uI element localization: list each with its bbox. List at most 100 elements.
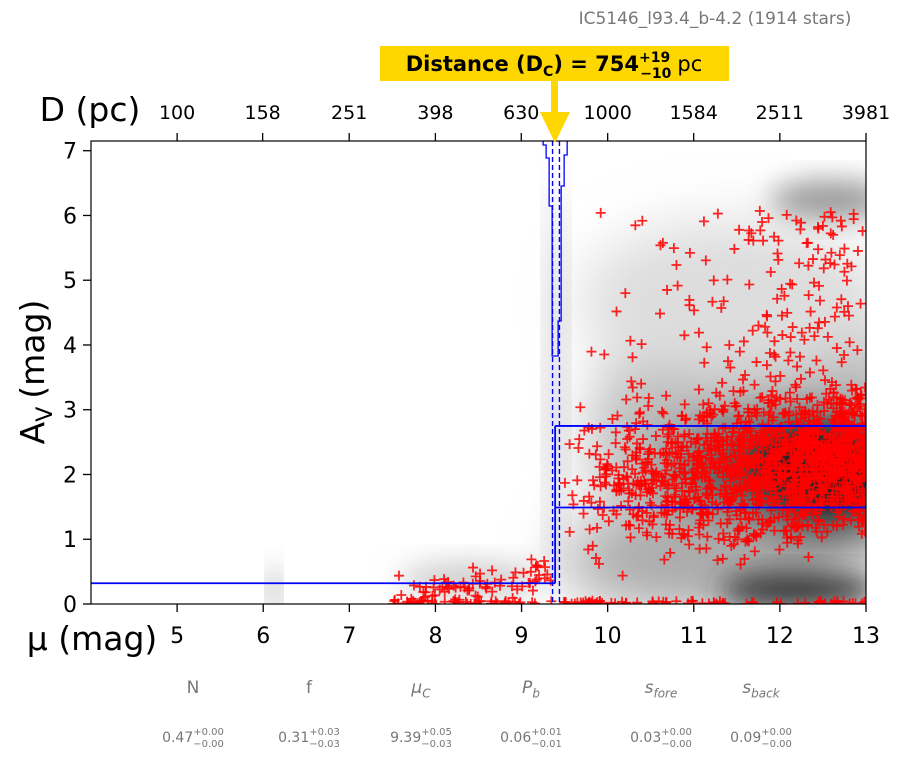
data-point	[818, 365, 829, 376]
data-point	[766, 400, 777, 411]
data-point	[860, 463, 866, 474]
data-point	[796, 327, 807, 338]
data-point	[683, 455, 694, 466]
data-point	[803, 260, 814, 271]
data-point	[836, 406, 847, 417]
data-point	[694, 445, 705, 456]
data-point	[728, 386, 739, 397]
data-point	[779, 290, 790, 301]
data-point	[767, 415, 778, 426]
data-point	[702, 531, 713, 542]
data-point	[574, 434, 585, 445]
data-point	[734, 346, 745, 357]
data-point	[758, 235, 769, 246]
data-point	[408, 580, 419, 591]
data-point	[508, 572, 519, 583]
data-point	[800, 407, 811, 418]
data-point	[831, 343, 842, 354]
data-point	[806, 392, 817, 403]
data-point	[686, 467, 697, 478]
data-point	[771, 488, 782, 499]
data-point	[796, 413, 807, 424]
data-point	[646, 459, 657, 470]
data-point	[817, 443, 828, 454]
data-point	[732, 462, 743, 473]
data-point	[735, 446, 746, 457]
data-point	[820, 375, 831, 386]
data-point	[623, 496, 634, 507]
data-point	[765, 266, 776, 277]
data-point	[773, 467, 784, 478]
data-point	[592, 522, 603, 533]
data-point	[803, 552, 814, 563]
data-point	[743, 234, 754, 245]
data-point	[656, 507, 667, 518]
data-point	[816, 532, 827, 543]
data-point	[760, 321, 771, 332]
data-point	[616, 485, 627, 496]
data-point	[689, 493, 700, 504]
data-point	[811, 355, 822, 366]
data-point	[692, 433, 703, 444]
data-point	[472, 591, 483, 602]
param-name: N	[186, 678, 200, 698]
top-tick-label: 158	[245, 102, 281, 124]
data-point	[671, 483, 682, 494]
data-point	[758, 479, 769, 490]
data-point	[760, 435, 771, 446]
data-point	[584, 491, 595, 502]
data-point	[802, 469, 813, 480]
x-axis-label: μ (mag)	[27, 619, 158, 658]
data-point	[599, 349, 610, 360]
data-point	[769, 525, 780, 536]
data-point	[655, 448, 666, 459]
data-point	[490, 596, 501, 604]
data-point	[855, 393, 866, 404]
data-point	[487, 586, 498, 597]
data-point	[727, 431, 738, 442]
data-point	[860, 382, 866, 393]
data-point	[690, 485, 701, 496]
data-point	[825, 207, 836, 218]
data-point	[572, 475, 583, 486]
x-tick-label: 6	[256, 624, 270, 649]
data-point	[540, 562, 551, 573]
data-point	[794, 258, 805, 269]
data-point	[388, 599, 399, 604]
data-point	[659, 458, 670, 469]
data-point	[661, 465, 672, 476]
data-point	[666, 460, 677, 471]
data-point	[737, 374, 748, 385]
data-point	[757, 519, 767, 530]
data-point	[695, 496, 706, 507]
data-point	[810, 523, 821, 534]
data-point	[637, 515, 648, 526]
data-point	[687, 504, 698, 515]
param-value: 0.47+0.00 −0.00	[162, 727, 224, 750]
data-point	[427, 590, 438, 601]
x-tick-label: 5	[170, 624, 184, 649]
top-tick-label: 2511	[756, 102, 804, 124]
data-point	[726, 438, 737, 449]
param-value: 0.31+0.03 −0.03	[278, 727, 340, 750]
data-point	[782, 514, 793, 525]
data-point	[849, 454, 860, 465]
data-point	[627, 352, 638, 363]
data-point	[686, 436, 697, 447]
data-point	[611, 486, 622, 497]
model-lines	[91, 141, 866, 604]
data-point	[644, 516, 655, 527]
data-point	[838, 432, 849, 443]
data-point	[686, 596, 697, 604]
data-point	[619, 462, 630, 473]
data-point	[831, 521, 842, 532]
x-tick-label: 7	[342, 624, 356, 649]
data-point	[657, 406, 668, 417]
data-point	[829, 311, 840, 322]
data-point	[676, 497, 687, 508]
data-point	[638, 416, 649, 427]
top-tick-label: 3981	[842, 102, 890, 124]
data-point	[684, 539, 695, 550]
data-point	[860, 419, 866, 430]
data-point	[818, 263, 829, 274]
